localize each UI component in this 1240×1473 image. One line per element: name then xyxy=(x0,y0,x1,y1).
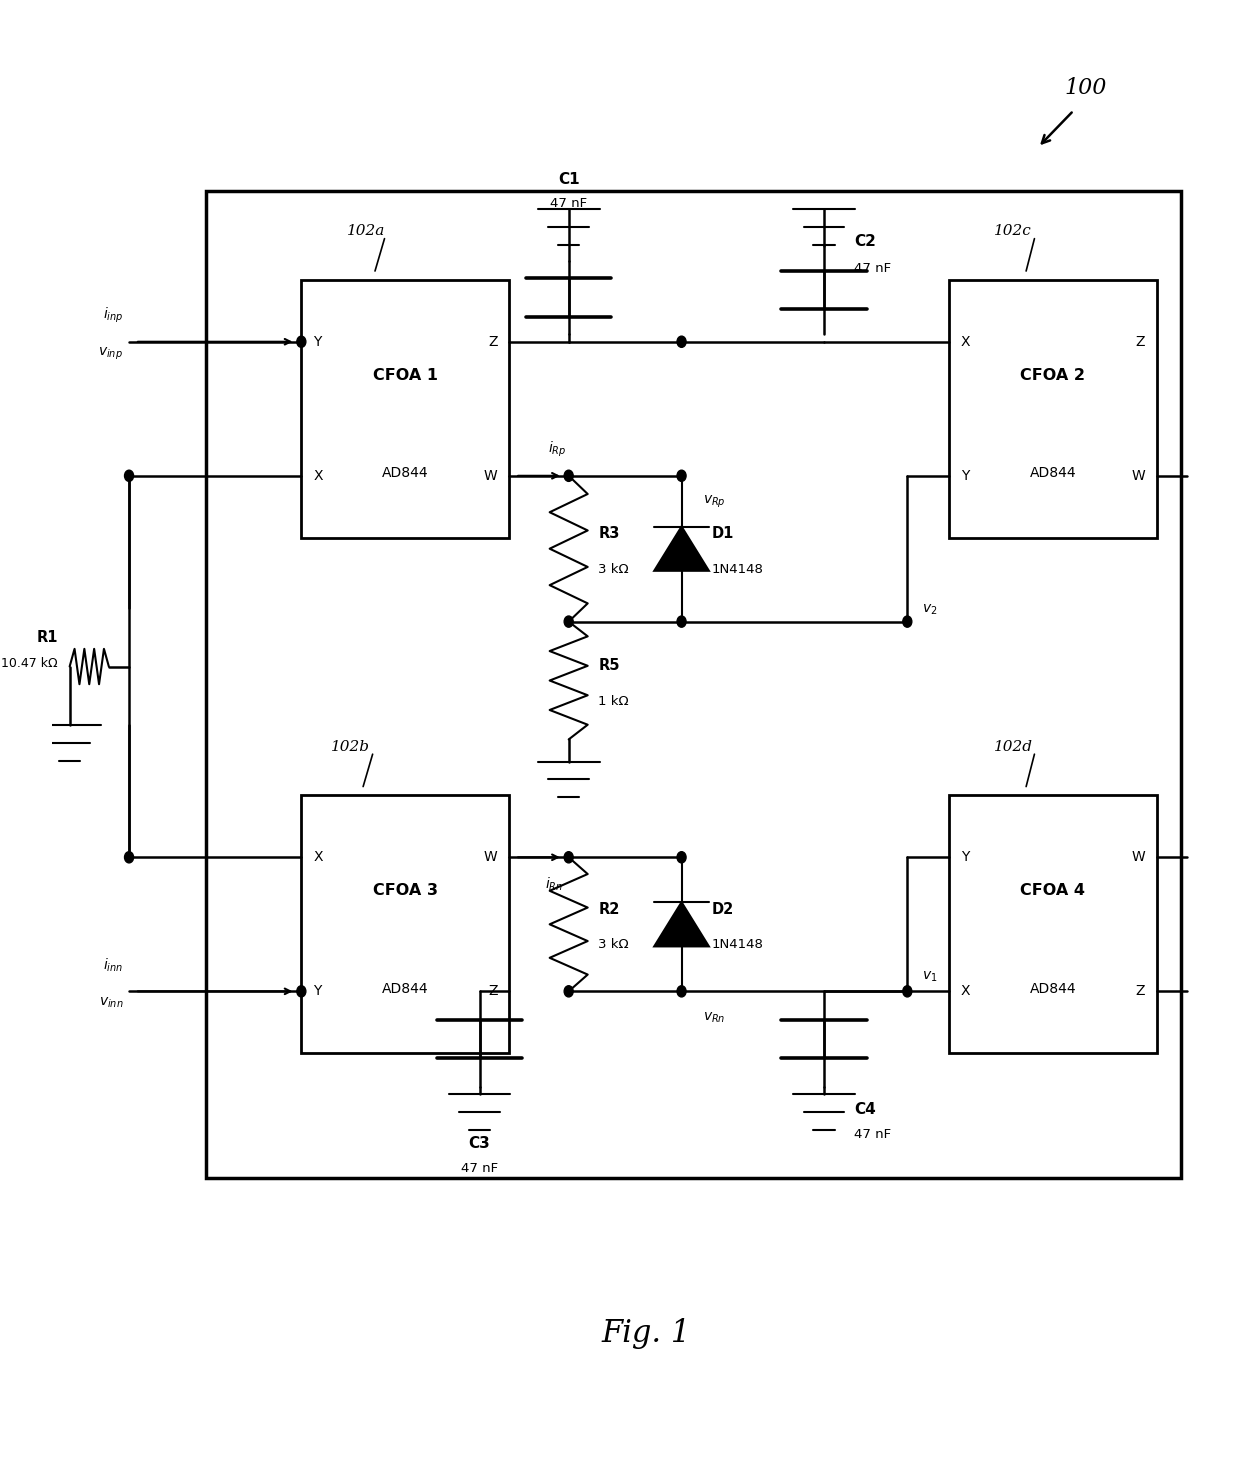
Circle shape xyxy=(903,985,911,997)
Text: CFOA 2: CFOA 2 xyxy=(1021,368,1085,383)
Text: $i_{Rn}$: $i_{Rn}$ xyxy=(546,875,563,893)
Text: W: W xyxy=(484,850,497,865)
Text: Y: Y xyxy=(961,468,970,483)
Text: 102b: 102b xyxy=(331,739,370,754)
Text: 102d: 102d xyxy=(994,739,1033,754)
Text: X: X xyxy=(314,468,322,483)
Text: $i_{Rp}$: $i_{Rp}$ xyxy=(548,439,565,460)
Text: $v_{inp}$: $v_{inp}$ xyxy=(98,345,123,362)
Circle shape xyxy=(564,851,573,863)
Text: R2: R2 xyxy=(599,901,620,918)
Text: D2: D2 xyxy=(712,901,734,918)
Text: C1: C1 xyxy=(558,172,579,187)
Text: 47 nF: 47 nF xyxy=(854,1128,892,1140)
Text: W: W xyxy=(1131,468,1145,483)
Circle shape xyxy=(564,616,573,627)
Circle shape xyxy=(124,851,134,863)
Text: 47 nF: 47 nF xyxy=(551,197,588,209)
Text: $v_{Rp}$: $v_{Rp}$ xyxy=(703,493,725,511)
Circle shape xyxy=(296,336,306,348)
Text: $v_2$: $v_2$ xyxy=(921,602,937,617)
Circle shape xyxy=(677,336,686,348)
Bar xyxy=(301,795,510,1053)
Polygon shape xyxy=(655,901,709,947)
Text: Y: Y xyxy=(314,984,321,999)
Circle shape xyxy=(677,851,686,863)
Circle shape xyxy=(296,985,306,997)
Circle shape xyxy=(677,985,686,997)
Text: X: X xyxy=(961,334,970,349)
Text: 47 nF: 47 nF xyxy=(854,262,892,274)
Text: CFOA 1: CFOA 1 xyxy=(373,368,438,383)
Text: Z: Z xyxy=(1136,984,1145,999)
Bar xyxy=(949,795,1157,1053)
Text: 100: 100 xyxy=(1064,78,1107,99)
Text: W: W xyxy=(1131,850,1145,865)
Text: C3: C3 xyxy=(469,1136,491,1150)
Text: $v_1$: $v_1$ xyxy=(921,969,937,984)
Text: Z: Z xyxy=(487,334,497,349)
Text: CFOA 4: CFOA 4 xyxy=(1021,884,1085,899)
Bar xyxy=(301,280,510,538)
Text: 1N4148: 1N4148 xyxy=(712,563,763,576)
Text: 1 kΩ: 1 kΩ xyxy=(599,695,629,707)
Text: AD844: AD844 xyxy=(382,465,429,480)
Circle shape xyxy=(677,616,686,627)
Text: $i_{inp}$: $i_{inp}$ xyxy=(103,305,123,326)
Text: D1: D1 xyxy=(712,526,734,542)
Text: AD844: AD844 xyxy=(1029,981,1076,996)
Text: 1N4148: 1N4148 xyxy=(712,938,763,952)
Text: 10.47 kΩ: 10.47 kΩ xyxy=(1,657,58,670)
Circle shape xyxy=(903,616,911,627)
Text: X: X xyxy=(314,850,322,865)
Text: $i_{inn}$: $i_{inn}$ xyxy=(103,956,123,974)
Text: R1: R1 xyxy=(36,629,58,645)
Text: AD844: AD844 xyxy=(382,981,429,996)
Text: $v_{Rn}$: $v_{Rn}$ xyxy=(703,1010,725,1025)
Text: AD844: AD844 xyxy=(1029,465,1076,480)
Text: Y: Y xyxy=(314,334,321,349)
Circle shape xyxy=(677,470,686,482)
Text: W: W xyxy=(484,468,497,483)
Text: C2: C2 xyxy=(854,234,875,249)
Bar xyxy=(949,280,1157,538)
Text: 102c: 102c xyxy=(994,224,1032,239)
Text: C4: C4 xyxy=(854,1102,875,1117)
Text: R5: R5 xyxy=(599,658,620,673)
Text: Z: Z xyxy=(487,984,497,999)
Polygon shape xyxy=(655,527,709,572)
Text: 3 kΩ: 3 kΩ xyxy=(599,938,629,952)
Text: Fig. 1: Fig. 1 xyxy=(601,1317,691,1349)
Bar xyxy=(206,191,1180,1178)
Text: $v_{inn}$: $v_{inn}$ xyxy=(98,996,123,1010)
Text: 3 kΩ: 3 kΩ xyxy=(599,563,629,576)
Text: 102a: 102a xyxy=(346,224,384,239)
Circle shape xyxy=(564,470,573,482)
Text: R3: R3 xyxy=(599,526,620,542)
Text: Z: Z xyxy=(1136,334,1145,349)
Text: 47 nF: 47 nF xyxy=(461,1162,498,1174)
Text: Y: Y xyxy=(961,850,970,865)
Circle shape xyxy=(124,470,134,482)
Circle shape xyxy=(564,985,573,997)
Text: X: X xyxy=(961,984,970,999)
Text: CFOA 3: CFOA 3 xyxy=(373,884,438,899)
